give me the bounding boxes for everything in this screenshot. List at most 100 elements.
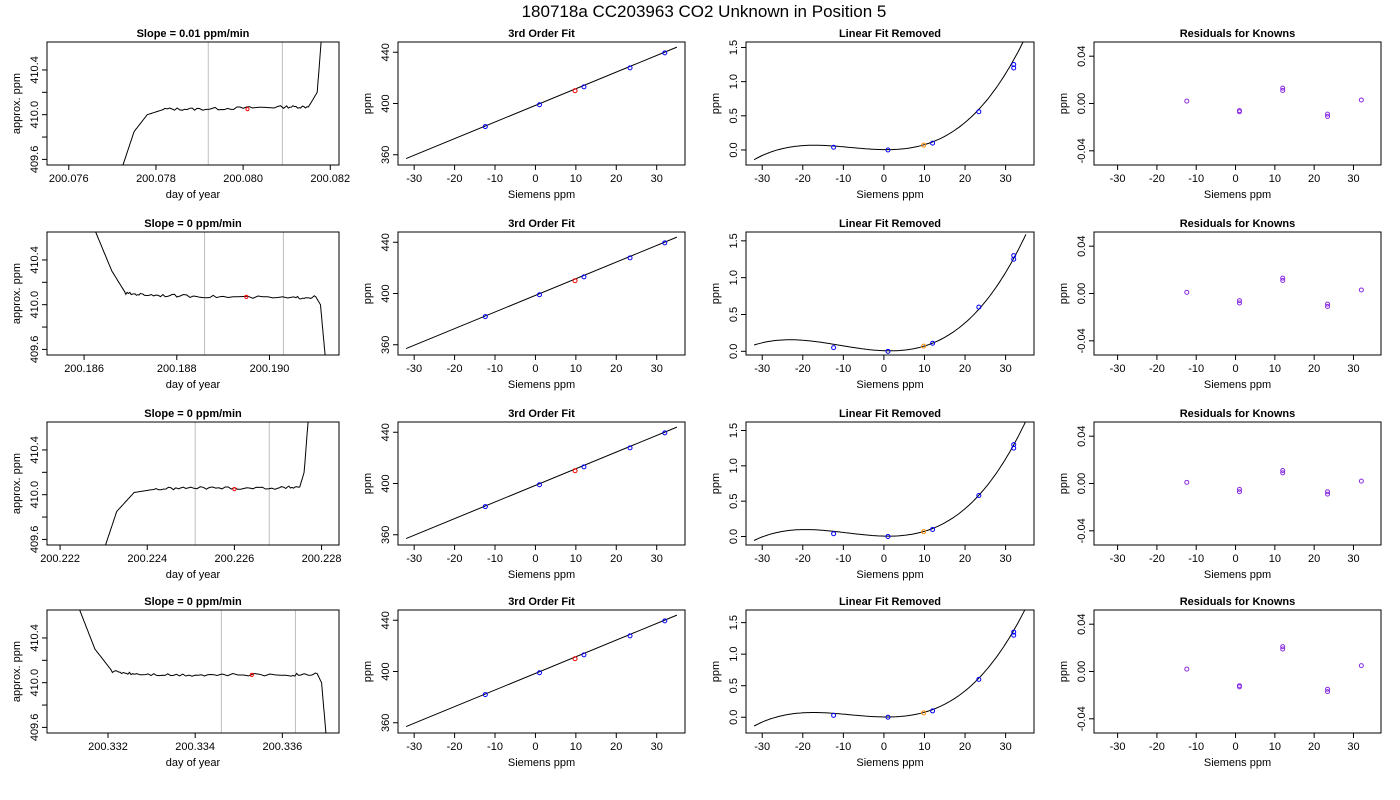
x-axis-label: Siemens ppm: [856, 189, 923, 201]
ppm-trace: [122, 42, 322, 165]
y-axis-label: ppm: [710, 473, 722, 494]
y-axis-label: ppm: [362, 93, 374, 114]
known-point: [581, 274, 587, 280]
x-tick-label: -20: [795, 363, 811, 375]
x-tick-label: -30: [754, 363, 770, 375]
x-tick-label: 30: [1347, 173, 1359, 185]
known-point: [662, 430, 668, 436]
unknown-point: [921, 710, 927, 716]
x-tick-label: 30: [651, 741, 663, 753]
x-tick-label: 0: [532, 741, 538, 753]
x-axis-label: Siemens ppm: [856, 569, 923, 581]
y-tick-label: 0.00: [1076, 93, 1088, 114]
y-tick-label: 360: [380, 146, 392, 164]
x-tick-label: -10: [487, 553, 503, 565]
y-tick-label: 0.04: [1076, 235, 1088, 256]
x-tick-label: -10: [487, 741, 503, 753]
y-tick-label: 410.4: [29, 436, 41, 464]
panel-r3-c1: 3rd Order Fit -30 -20 -10 0 10 20 30 360 400 440 Si…: [362, 596, 686, 769]
x-tick-label: 30: [999, 363, 1011, 375]
panel-title: Residuals for Knowns: [1180, 218, 1296, 230]
y-tick-label: 0.04: [1076, 613, 1088, 634]
residual-point: [1280, 467, 1286, 473]
residual-point: [1280, 87, 1286, 93]
panel-title: Linear Fit Removed: [839, 28, 941, 40]
known-point: [482, 504, 488, 510]
known-point: [627, 255, 633, 261]
x-tick-label: 0: [1232, 363, 1238, 375]
x-axis-label: Siemens ppm: [1204, 379, 1271, 391]
fit-curve: [753, 42, 1024, 161]
x-tick-label: 0: [881, 363, 887, 375]
x-tick-label: -30: [1110, 553, 1126, 565]
fit-line: [405, 426, 678, 540]
known-point: [662, 50, 668, 56]
plot-frame: [745, 421, 1035, 546]
panel-title: Slope = 0 ppm/min: [144, 408, 242, 420]
x-tick-label: 200.222: [40, 553, 80, 565]
figure-title: 180718a CC203963 CO2 Unknown in Position…: [522, 2, 887, 21]
known-point: [976, 304, 982, 310]
x-tick-label: 200.336: [262, 741, 302, 753]
y-axis-label: ppm: [1058, 661, 1070, 682]
plot-area: [1184, 467, 1364, 497]
x-tick-label: -20: [1149, 553, 1165, 565]
plot-area: [405, 426, 678, 540]
y-axis-label: ppm: [710, 283, 722, 304]
x-tick-label: 30: [1347, 363, 1359, 375]
residual-point: [1280, 275, 1286, 281]
residual-point: [1280, 85, 1286, 91]
plot-frame: [46, 421, 340, 546]
known-point: [536, 102, 542, 108]
y-tick-label: 1.5: [728, 40, 740, 55]
x-tick-label: 0: [1232, 173, 1238, 185]
known-point: [1011, 62, 1017, 68]
known-point: [930, 708, 936, 714]
y-tick-label: 0.00: [1076, 473, 1088, 494]
known-point: [1011, 632, 1017, 638]
y-tick-label: 0.04: [1076, 45, 1088, 66]
known-point: [581, 464, 587, 470]
unknown-marker: [244, 294, 249, 299]
x-tick-label: 200.186: [64, 363, 104, 375]
y-tick-label: 409.6: [29, 336, 41, 364]
unknown-marker: [249, 672, 254, 677]
y-tick-label: 410.4: [29, 56, 41, 84]
plot-area: [104, 422, 309, 545]
y-tick-label: 0.00: [1076, 661, 1088, 682]
known-point: [831, 531, 837, 537]
fit-line: [405, 236, 678, 350]
y-tick-label: 400: [380, 662, 392, 680]
plot-frame: [745, 41, 1035, 166]
panel-title: Linear Fit Removed: [839, 596, 941, 608]
residual-point: [1325, 111, 1331, 117]
plot-frame: [1093, 231, 1382, 356]
known-point: [627, 445, 633, 451]
plot-area: [1184, 275, 1364, 310]
residual-point: [1236, 300, 1242, 306]
unknown-point: [572, 88, 578, 94]
panel-r0-c2: Linear Fit Removed -30 -20 -10 0 10 20 30 0.0 0.5…: [710, 28, 1035, 201]
residual-point: [1358, 663, 1364, 669]
y-axis-label: ppm: [710, 93, 722, 114]
panel-r3-c2: Linear Fit Removed -30 -20 -10 0 10 20 30 0.0 0.5…: [710, 596, 1035, 769]
x-tick-label: 10: [570, 553, 582, 565]
y-tick-label: 1.0: [728, 458, 740, 473]
residual-point: [1280, 644, 1286, 650]
panel-r1-c0: Slope = 0 ppm/min 200.186 200.188 200.190 40…: [11, 218, 340, 391]
x-tick-label: 20: [1308, 741, 1320, 753]
known-point: [930, 526, 936, 532]
x-axis-label: day of year: [166, 379, 221, 391]
x-tick-label: 10: [918, 741, 930, 753]
unknown-point: [572, 278, 578, 284]
known-point: [662, 618, 668, 624]
x-tick-label: -30: [406, 173, 422, 185]
unknown-point: [572, 468, 578, 474]
x-tick-label: 20: [610, 553, 622, 565]
y-tick-label: 400: [380, 474, 392, 492]
known-point: [930, 140, 936, 146]
panel-title: 3rd Order Fit: [508, 28, 575, 40]
plot-frame: [1093, 41, 1382, 166]
panel-r3-c0: Slope = 0 ppm/min 200.332 200.334 200.336 40…: [11, 596, 340, 769]
x-tick-label: -30: [754, 741, 770, 753]
